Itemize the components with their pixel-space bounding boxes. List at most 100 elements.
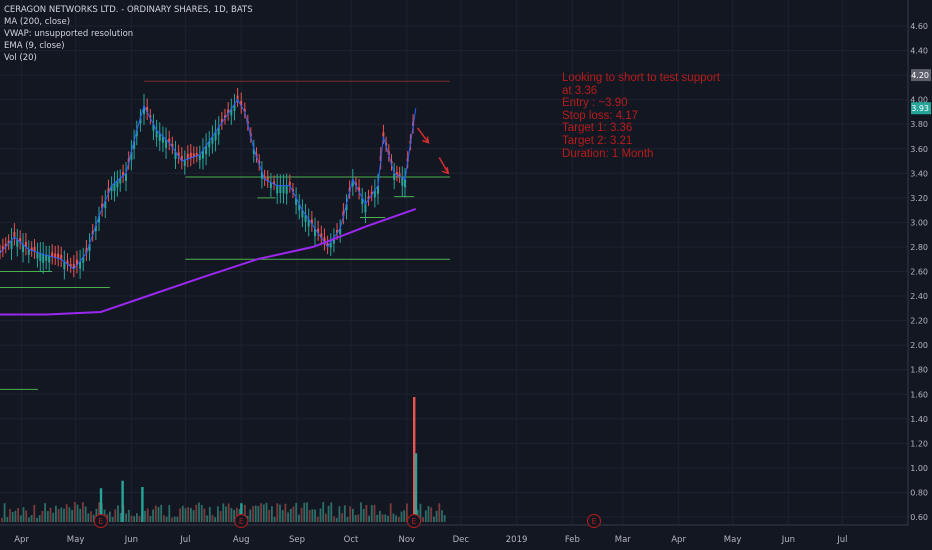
earnings-icon[interactable] [234,514,249,528]
volume-bar [300,507,303,522]
candle [307,219,310,227]
volume-bar [63,508,65,522]
candle [329,242,332,248]
candle [72,263,75,270]
candle [27,249,30,255]
trade-note: Looking to short to test support at 3.36… [562,72,720,160]
volume-bar [198,502,200,522]
trade-note-line: Duration: 1 Month [562,147,654,160]
candle [116,180,119,188]
earnings-icon[interactable] [93,514,108,528]
volume-bar [230,508,233,522]
indicator-vwap[interactable]: VWAP: unsupported resolution [4,29,134,39]
candle [88,243,91,251]
volume-bar [362,508,365,522]
volume-bar [141,487,144,522]
arrow-head [422,136,430,144]
candle [22,244,25,253]
volume-bar [3,503,6,522]
volume-bar [365,504,368,522]
candle [393,173,396,180]
candle [30,247,33,251]
candle [291,189,294,192]
volume-bar [322,502,325,522]
y-tick-label: 3.00 [910,218,928,227]
candle [208,141,211,148]
volume-bar [9,509,11,522]
y-tick-label: 0.80 [910,488,928,497]
candle [395,172,398,175]
earnings-icon[interactable] [587,514,601,528]
candle [317,228,320,234]
volume-bar [211,515,214,522]
trade-note-line: Stop loss: 4.17 [562,109,639,122]
volume-bar [65,504,68,522]
indicator-ma[interactable]: MA (200, close) [4,17,71,27]
indicator-ema[interactable]: EMA (9, close) [4,41,65,51]
candle [33,247,36,252]
y-tick-label: 1.00 [910,464,928,473]
candle [233,104,236,111]
candle [192,153,195,157]
down-arrow [438,156,449,174]
volume-bar [287,512,289,522]
candle [186,153,189,159]
volume-bar [381,514,384,522]
volume-bar [360,502,362,522]
candle [377,185,379,194]
candle [205,145,208,155]
volume-bar [262,504,265,522]
y-tick-label: 2.80 [910,243,928,252]
candle [174,151,177,160]
volume-bar [352,508,354,522]
volume-bar [52,512,55,522]
x-tick-label: Jun [781,535,795,545]
y-tick-label: 4.60 [910,22,928,31]
candle [298,203,301,211]
volume-bar [289,508,292,522]
candle [54,253,57,258]
volume-bar [119,513,122,522]
candle [382,132,385,137]
candle [217,127,220,135]
volume-bar [341,513,343,522]
candle [310,219,313,224]
volume-bar [195,504,198,522]
volume-bar [109,511,111,522]
volume-bar [11,512,14,522]
volume-bar [430,507,433,522]
ma200-line [0,207,417,316]
trade-note-line: Target 2: 3.21 [562,134,633,147]
x-tick-label: Dec [453,535,470,545]
volume-bar [354,515,357,522]
candle [10,240,13,249]
volume-bar [349,506,352,522]
volume-bar [127,509,130,522]
volume-bar [98,502,100,522]
candle [75,259,78,266]
volume-bar [38,515,41,522]
price-label: 4.20 [911,71,929,80]
volume-bar [163,515,165,522]
volume-bar [203,508,206,522]
candle [214,131,217,141]
volume-bar [276,503,279,522]
indicator-vol[interactable]: Vol (20) [4,53,37,63]
volume-bar [443,515,446,522]
ema-line [0,98,417,270]
volume-bar [376,514,379,522]
y-tick-label: 2.20 [910,317,928,326]
volume-bar [389,503,392,522]
volume-bar [254,505,257,522]
candle [326,243,329,247]
candle [364,203,367,213]
earnings-icon[interactable] [407,514,421,528]
candle [139,118,142,124]
candle [42,254,45,263]
volume-bar [168,505,171,522]
candle [230,108,233,116]
volume-bar [222,503,225,522]
candle [243,109,246,112]
volume-bar [28,517,30,522]
